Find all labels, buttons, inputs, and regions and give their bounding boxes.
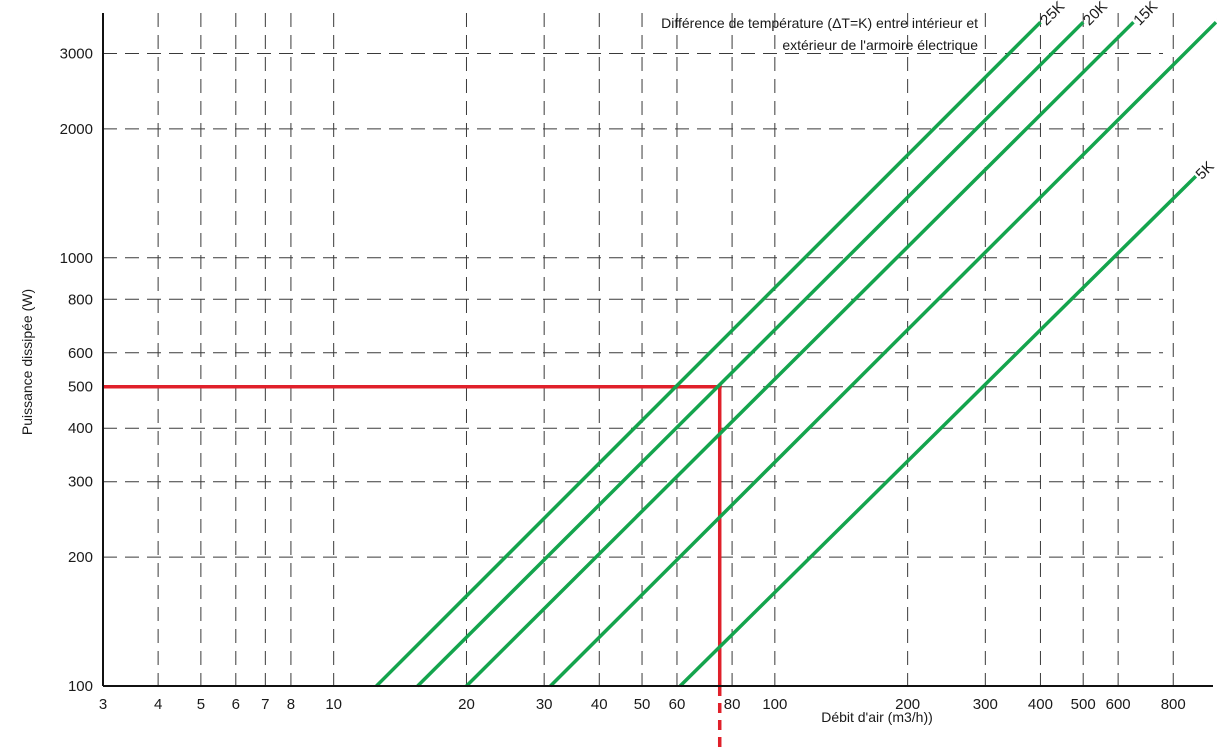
- x-tick-label-40: 40: [591, 696, 608, 713]
- x-tick-label-60: 60: [669, 696, 686, 713]
- reference-lines: [103, 384, 722, 751]
- x-tick-label-20: 20: [458, 696, 475, 713]
- x-tick-label-6: 6: [232, 696, 240, 713]
- y-tick-label-100: 100: [68, 678, 93, 695]
- y-tick-label-400: 400: [68, 420, 93, 437]
- series-label-5k: 5K: [1193, 158, 1217, 183]
- y-tick-label-2000: 2000: [60, 121, 93, 138]
- series-line-10k: [549, 20, 1217, 688]
- x-tick-label-600: 600: [1106, 696, 1131, 713]
- series-line-15k: [465, 20, 1135, 688]
- annotation-line-2: extérieur de l'armoire électrique: [782, 37, 978, 53]
- series-layer: [375, 20, 1217, 688]
- y-tick-label-1000: 1000: [60, 250, 93, 267]
- x-tick-label-800: 800: [1161, 696, 1186, 713]
- series-label-25k: 25K: [1037, 0, 1068, 29]
- series-line-5k: [678, 175, 1198, 688]
- x-tick-label-80: 80: [724, 696, 741, 713]
- x-tick-label-4: 4: [154, 696, 162, 713]
- x-tick-label-7: 7: [261, 696, 269, 713]
- x-tick-label-500: 500: [1071, 696, 1096, 713]
- y-tick-label-800: 800: [68, 291, 93, 308]
- series-line-20k: [416, 20, 1085, 688]
- x-tick-label-400: 400: [1028, 696, 1053, 713]
- x-tick-label-10: 10: [325, 696, 342, 713]
- axis-layer: [102, 13, 1213, 687]
- series-line-25k: [375, 20, 1042, 688]
- x-tick-label-50: 50: [634, 696, 651, 713]
- x-tick-label-8: 8: [287, 696, 295, 713]
- y-tick-label-500: 500: [68, 379, 93, 396]
- tick-label-layer: 3 4 5 6 7 8 10 20 30 40 50 60 80 100 200 300 400 500 600 80…: [60, 45, 1186, 713]
- x-tick-label-300: 300: [973, 696, 998, 713]
- x-axis-title: Débit d'air (m3/h)): [821, 709, 933, 725]
- y-tick-label-300: 300: [68, 474, 93, 491]
- x-tick-label-30: 30: [536, 696, 553, 713]
- y-tick-label-600: 600: [68, 345, 93, 362]
- series-label-20k: 20K: [1080, 0, 1111, 29]
- x-tick-label-200: 200: [895, 696, 920, 713]
- x-tick-label-100: 100: [762, 696, 787, 713]
- annotation-line-1: Différence de température (ΔT=K) entre i…: [661, 15, 978, 31]
- y-tick-label-3000: 3000: [60, 45, 93, 62]
- x-tick-label-3: 3: [99, 696, 107, 713]
- x-tick-label-5: 5: [197, 696, 205, 713]
- grid-layer: [103, 13, 1174, 686]
- series-label-10k: 10K: [1213, 0, 1217, 29]
- y-axis-title: Puissance dissipée (W): [19, 289, 35, 435]
- y-tick-label-200: 200: [68, 549, 93, 566]
- series-label-15k: 15K: [1130, 0, 1161, 29]
